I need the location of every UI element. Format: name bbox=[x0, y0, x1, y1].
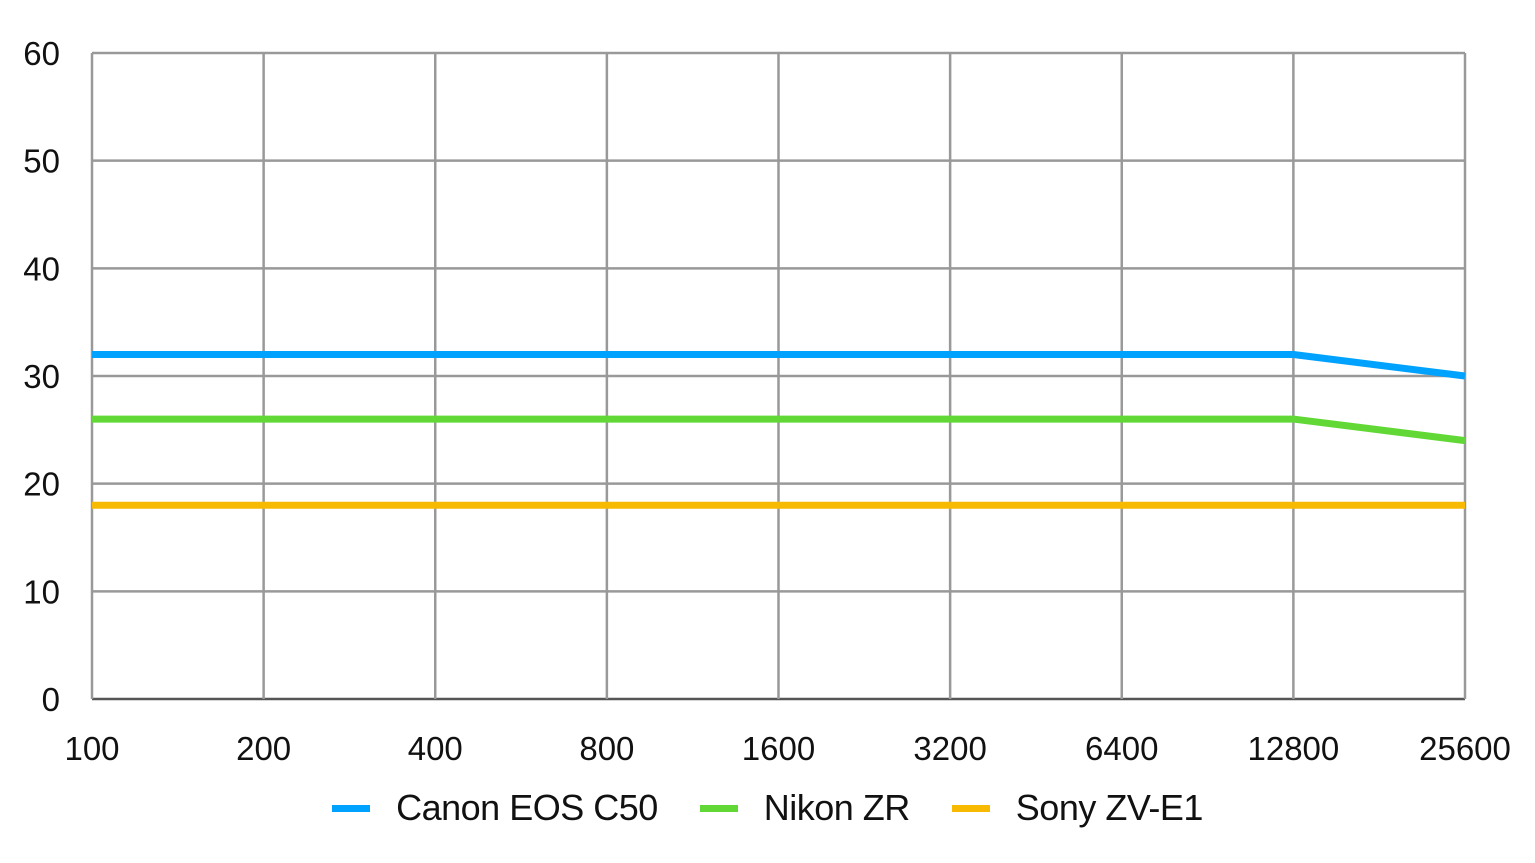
y-tick-label: 20 bbox=[23, 466, 60, 503]
legend-label: Sony ZV-E1 bbox=[1015, 787, 1204, 828]
series-line bbox=[92, 415, 1466, 445]
x-tick-label: 800 bbox=[579, 730, 634, 767]
y-tick-label: 50 bbox=[23, 143, 60, 180]
grid-lines bbox=[90, 51, 1467, 701]
x-axis-tick-labels: 100 200 400 800 1600 3200 6400 12800 25600 bbox=[64, 730, 1510, 767]
x-tick-label: 1600 bbox=[742, 730, 815, 767]
legend-swatch-canon-icon bbox=[332, 804, 371, 812]
y-tick-label: 0 bbox=[42, 681, 60, 718]
series-line bbox=[92, 350, 1466, 380]
legend-item-canon[interactable]: Canon EOS C50 bbox=[332, 787, 658, 829]
line-chart: 0 10 20 30 40 50 60 100 200 400 800 1600 3200 6400 12… bbox=[23, 35, 1511, 767]
legend-label: Canon EOS C50 bbox=[396, 787, 658, 828]
y-tick-label: 30 bbox=[23, 358, 60, 395]
x-tick-label: 6400 bbox=[1085, 730, 1158, 767]
legend-swatch-nikon-icon bbox=[699, 804, 738, 812]
legend-swatch-sony-icon bbox=[951, 804, 990, 812]
x-tick-label: 100 bbox=[64, 730, 119, 767]
legend-label: Nikon ZR bbox=[763, 787, 911, 828]
x-tick-label: 12800 bbox=[1247, 730, 1339, 767]
x-tick-label: 200 bbox=[236, 730, 291, 767]
legend-item-sony[interactable]: Sony ZV-E1 bbox=[951, 787, 1204, 829]
legend-item-nikon[interactable]: Nikon ZR bbox=[699, 787, 911, 829]
series-lines bbox=[92, 350, 1466, 509]
x-tick-label: 25600 bbox=[1419, 730, 1511, 767]
y-tick-label: 60 bbox=[23, 35, 60, 72]
x-tick-label: 400 bbox=[408, 730, 463, 767]
legend: Canon EOS C50 Nikon ZR Sony ZV-E1 bbox=[0, 783, 1535, 833]
y-tick-label: 40 bbox=[23, 250, 60, 287]
y-tick-label: 10 bbox=[23, 573, 60, 610]
y-axis-tick-labels: 0 10 20 30 40 50 60 bbox=[23, 35, 60, 718]
x-tick-label: 3200 bbox=[913, 730, 986, 767]
